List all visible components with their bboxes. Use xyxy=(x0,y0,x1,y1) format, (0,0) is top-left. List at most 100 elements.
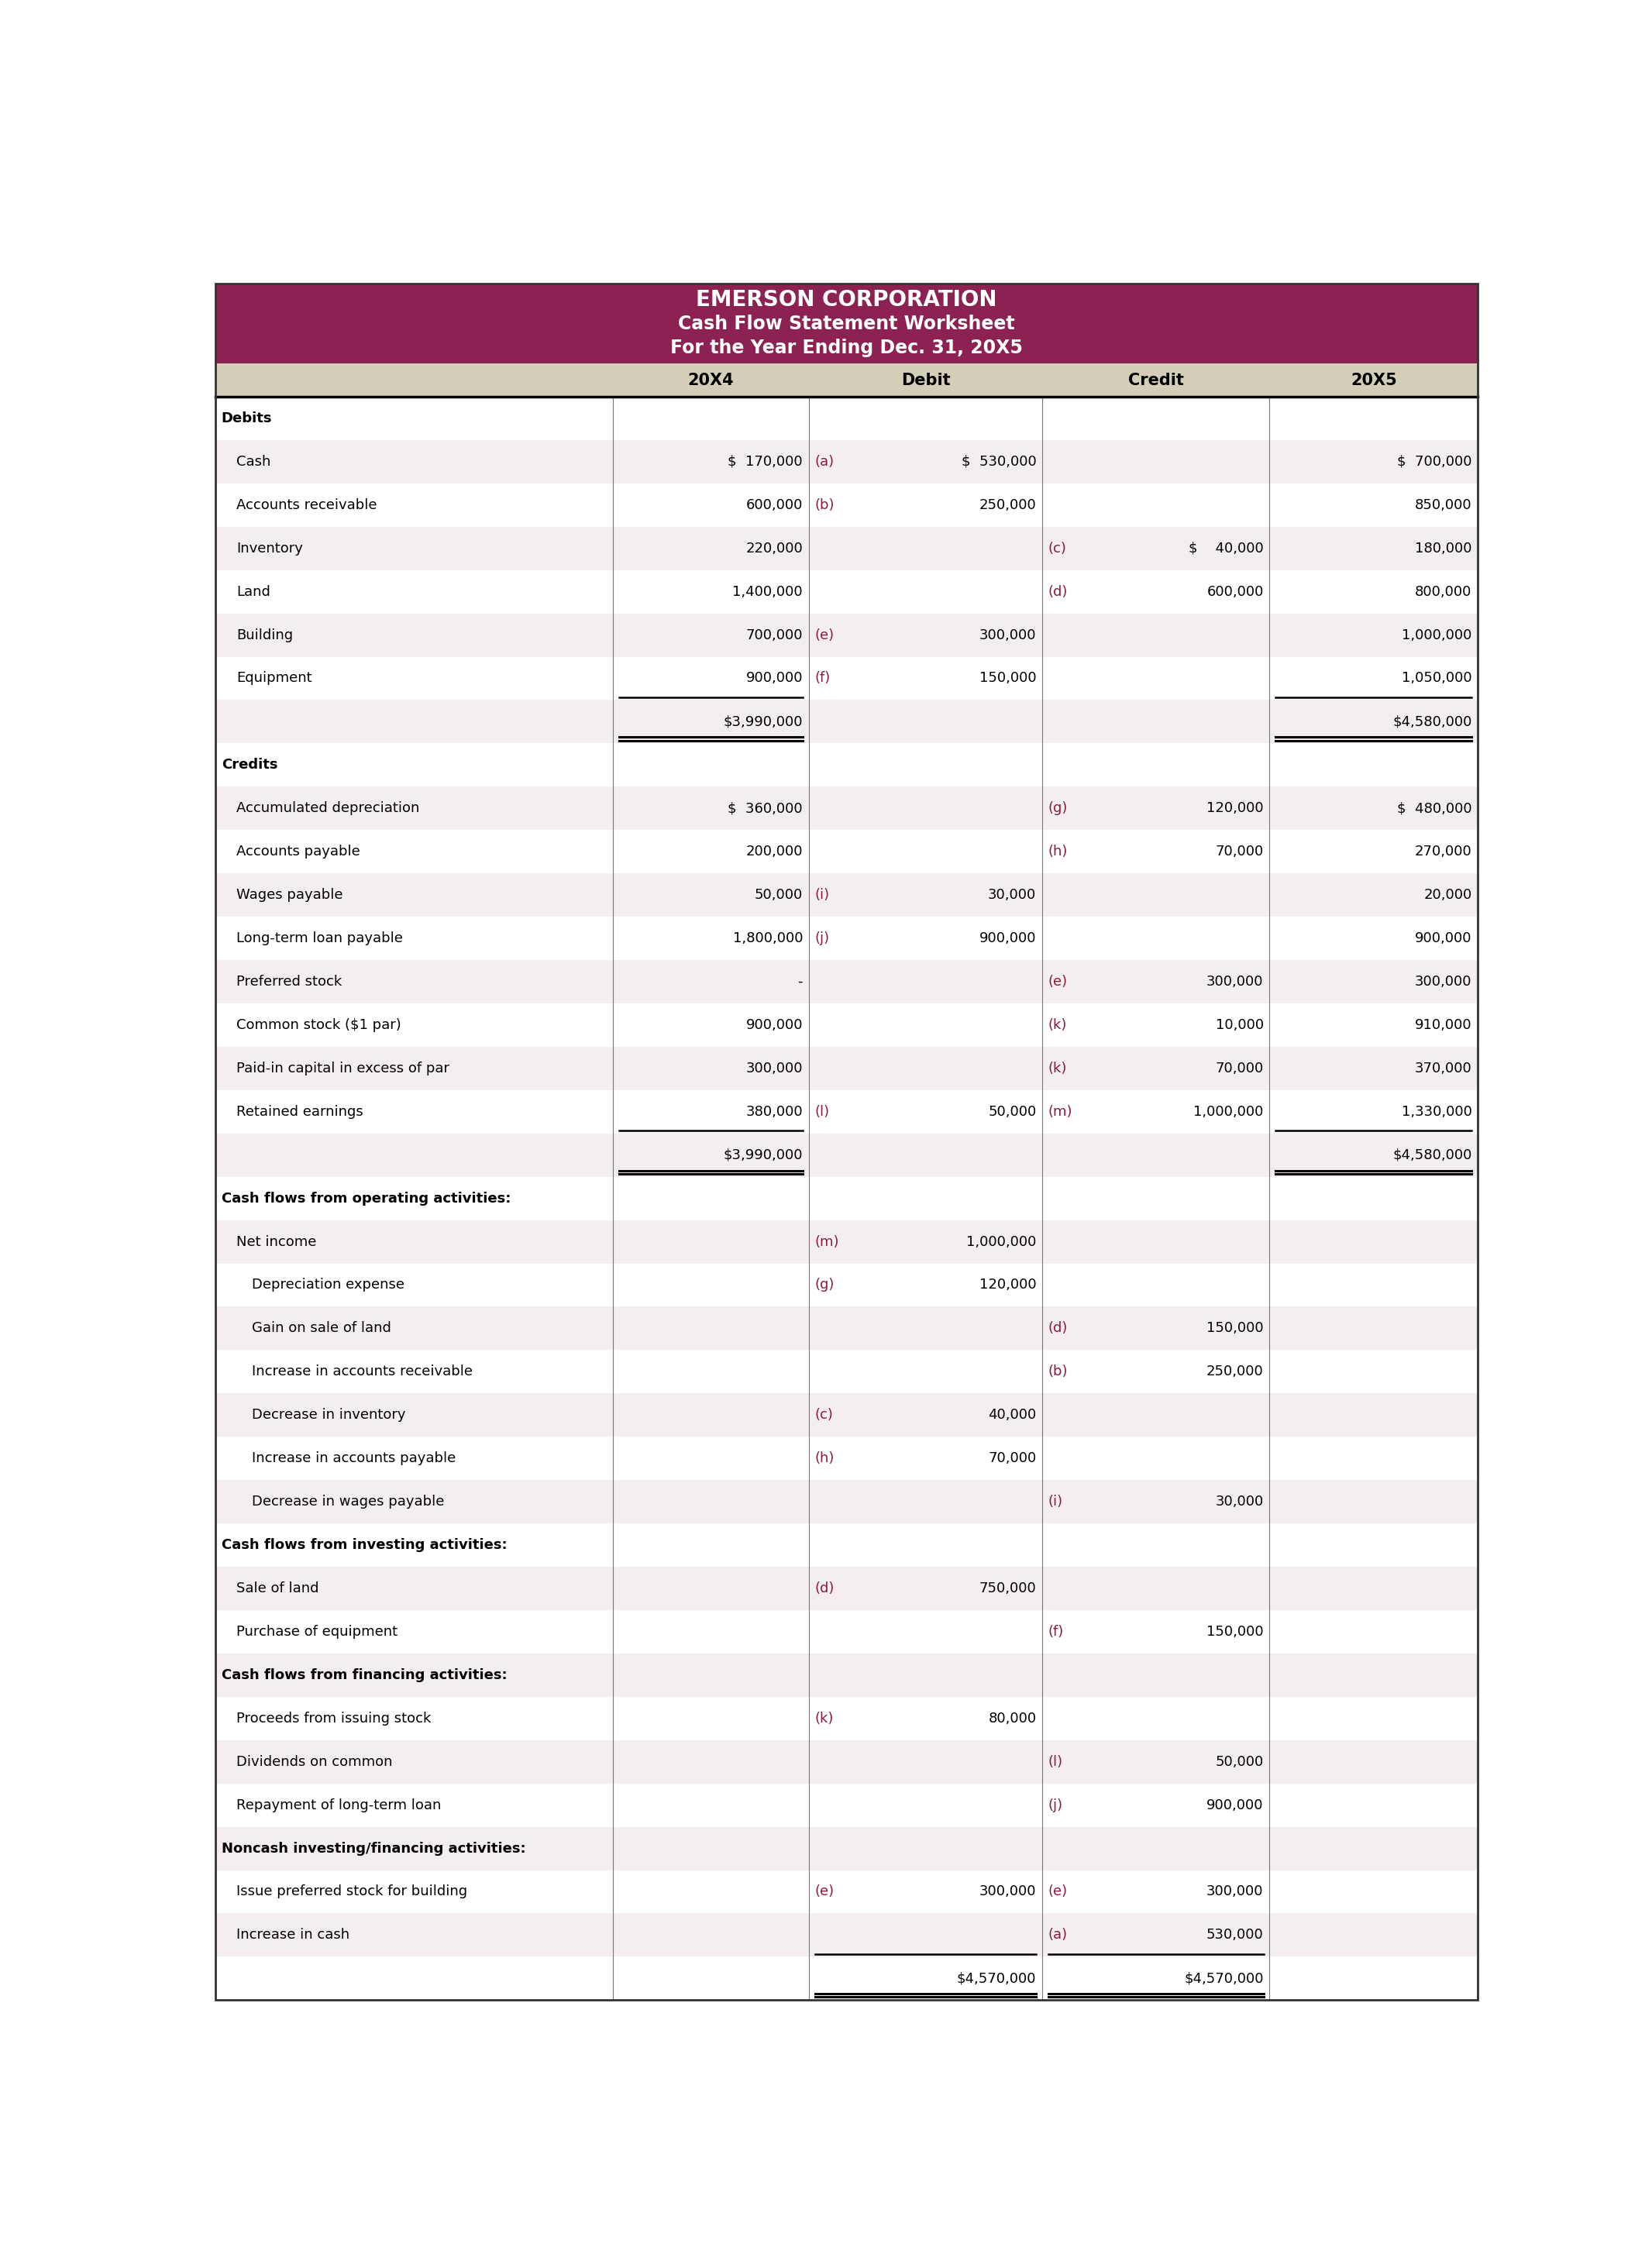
Bar xyxy=(215,916,1479,961)
Bar xyxy=(215,1221,1479,1264)
Text: (e): (e) xyxy=(814,629,834,642)
Text: 380,000: 380,000 xyxy=(745,1106,803,1119)
Text: (m): (m) xyxy=(814,1235,839,1248)
Text: $  360,000: $ 360,000 xyxy=(729,800,803,816)
Text: Common stock ($1 par): Common stock ($1 par) xyxy=(236,1017,401,1031)
Text: Debits: Debits xyxy=(221,412,273,425)
Text: (l): (l) xyxy=(1049,1755,1064,1768)
Text: $  700,000: $ 700,000 xyxy=(1398,454,1472,468)
Text: $  170,000: $ 170,000 xyxy=(729,454,803,468)
Text: (a): (a) xyxy=(814,454,834,468)
Text: (j): (j) xyxy=(814,932,829,945)
Text: -: - xyxy=(798,974,803,988)
Text: Long-term loan payable: Long-term loan payable xyxy=(236,932,403,945)
Text: 250,000: 250,000 xyxy=(980,497,1036,511)
Text: 300,000: 300,000 xyxy=(745,1060,803,1076)
Text: $4,570,000: $4,570,000 xyxy=(957,1972,1036,1985)
Text: 30,000: 30,000 xyxy=(1216,1495,1264,1508)
Text: Decrease in wages payable: Decrease in wages payable xyxy=(251,1495,444,1508)
Text: (h): (h) xyxy=(814,1452,834,1465)
Bar xyxy=(215,570,1479,613)
Text: 30,000: 30,000 xyxy=(988,889,1036,902)
Text: 300,000: 300,000 xyxy=(980,629,1036,642)
Text: 900,000: 900,000 xyxy=(745,1017,803,1031)
Bar xyxy=(215,1004,1479,1047)
Bar xyxy=(215,1090,1479,1133)
Bar xyxy=(215,1784,1479,1827)
Text: Increase in accounts payable: Increase in accounts payable xyxy=(251,1452,456,1465)
Text: 600,000: 600,000 xyxy=(747,497,803,511)
Text: 850,000: 850,000 xyxy=(1414,497,1472,511)
Text: 750,000: 750,000 xyxy=(980,1580,1036,1596)
Text: 250,000: 250,000 xyxy=(1206,1366,1264,1379)
Text: For the Year Ending Dec. 31, 20X5: For the Year Ending Dec. 31, 20X5 xyxy=(671,339,1023,357)
Text: Depreciation expense: Depreciation expense xyxy=(251,1277,405,1291)
Bar xyxy=(215,1653,1479,1696)
Bar xyxy=(215,1956,1479,2001)
Bar xyxy=(215,441,1479,484)
Text: 1,400,000: 1,400,000 xyxy=(732,586,803,599)
Text: (f): (f) xyxy=(814,672,831,685)
Bar xyxy=(215,613,1479,656)
Text: Retained earnings: Retained earnings xyxy=(236,1106,363,1119)
Bar xyxy=(215,1481,1479,1524)
Text: Land: Land xyxy=(236,586,271,599)
Bar xyxy=(215,1913,1479,1956)
Bar xyxy=(215,1047,1479,1090)
Text: (k): (k) xyxy=(1049,1060,1067,1076)
Text: 1,330,000: 1,330,000 xyxy=(1401,1106,1472,1119)
Bar xyxy=(215,484,1479,527)
Bar xyxy=(215,701,1479,744)
Text: 20,000: 20,000 xyxy=(1424,889,1472,902)
Text: 20X4: 20X4 xyxy=(687,373,733,389)
Text: 700,000: 700,000 xyxy=(745,629,803,642)
Bar xyxy=(215,1264,1479,1307)
Text: 900,000: 900,000 xyxy=(980,932,1036,945)
Text: 70,000: 70,000 xyxy=(1216,1060,1264,1076)
Text: Issue preferred stock for building: Issue preferred stock for building xyxy=(236,1886,468,1899)
Text: $4,570,000: $4,570,000 xyxy=(1184,1972,1264,1985)
Text: $4,580,000: $4,580,000 xyxy=(1393,714,1472,728)
Bar xyxy=(215,1393,1479,1436)
Text: 10,000: 10,000 xyxy=(1216,1017,1264,1031)
Bar xyxy=(215,787,1479,830)
Bar xyxy=(215,1741,1479,1784)
Text: (k): (k) xyxy=(1049,1017,1067,1031)
Text: (m): (m) xyxy=(1049,1106,1072,1119)
Text: (b): (b) xyxy=(1049,1366,1069,1379)
Text: (d): (d) xyxy=(814,1580,834,1596)
Text: 50,000: 50,000 xyxy=(1216,1755,1264,1768)
Bar xyxy=(215,1610,1479,1653)
Bar xyxy=(215,656,1479,701)
Text: Cash: Cash xyxy=(236,454,271,468)
Text: (j): (j) xyxy=(1049,1797,1064,1811)
Text: 80,000: 80,000 xyxy=(988,1712,1036,1725)
Bar xyxy=(215,1307,1479,1350)
Text: 70,000: 70,000 xyxy=(1216,846,1264,859)
Text: (l): (l) xyxy=(814,1106,829,1119)
Text: (e): (e) xyxy=(1049,1886,1067,1899)
Bar xyxy=(215,873,1479,916)
Text: (d): (d) xyxy=(1049,1320,1067,1336)
Text: 1,000,000: 1,000,000 xyxy=(1403,629,1472,642)
Text: Credit: Credit xyxy=(1128,373,1184,389)
Text: 50,000: 50,000 xyxy=(988,1106,1036,1119)
Bar xyxy=(215,364,1479,396)
Text: (f): (f) xyxy=(1049,1626,1064,1639)
Bar xyxy=(215,1350,1479,1393)
Bar xyxy=(215,1827,1479,1870)
Text: 120,000: 120,000 xyxy=(1206,800,1264,816)
Text: 270,000: 270,000 xyxy=(1414,846,1472,859)
Text: (a): (a) xyxy=(1049,1929,1067,1942)
Text: Cash flows from operating activities:: Cash flows from operating activities: xyxy=(221,1192,510,1205)
Text: $    40,000: $ 40,000 xyxy=(1188,540,1264,556)
Bar xyxy=(215,961,1479,1004)
Text: 20X5: 20X5 xyxy=(1351,373,1398,389)
Bar xyxy=(215,744,1479,787)
Text: Preferred stock: Preferred stock xyxy=(236,974,342,988)
Bar xyxy=(215,1696,1479,1741)
Text: 900,000: 900,000 xyxy=(745,672,803,685)
Text: 900,000: 900,000 xyxy=(1206,1797,1264,1811)
Text: (c): (c) xyxy=(1049,540,1067,556)
Text: Purchase of equipment: Purchase of equipment xyxy=(236,1626,398,1639)
